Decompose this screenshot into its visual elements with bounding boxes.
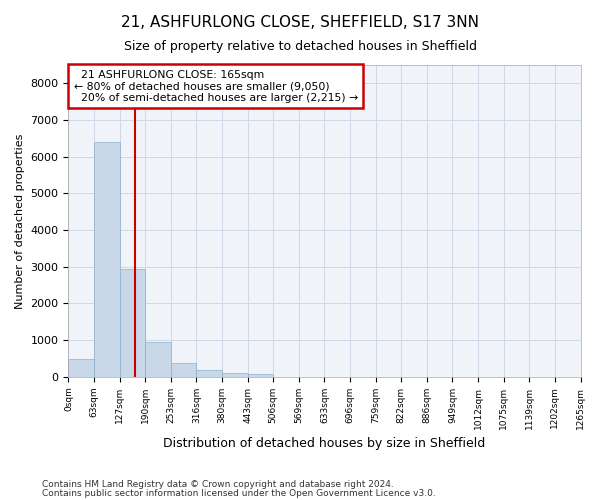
Bar	[196, 370, 222, 377]
Text: 21, ASHFURLONG CLOSE, SHEFFIELD, S17 3NN: 21, ASHFURLONG CLOSE, SHEFFIELD, S17 3NN	[121, 15, 479, 30]
Bar	[94, 142, 119, 377]
Bar	[171, 362, 196, 377]
Bar	[222, 373, 248, 377]
Bar	[68, 359, 94, 377]
Text: Contains public sector information licensed under the Open Government Licence v3: Contains public sector information licen…	[42, 488, 436, 498]
Text: 21 ASHFURLONG CLOSE: 165sqm
← 80% of detached houses are smaller (9,050)
  20% o: 21 ASHFURLONG CLOSE: 165sqm ← 80% of det…	[74, 70, 358, 103]
Bar	[145, 342, 171, 377]
Bar	[248, 374, 273, 377]
Text: Contains HM Land Registry data © Crown copyright and database right 2024.: Contains HM Land Registry data © Crown c…	[42, 480, 394, 489]
Bar	[119, 268, 145, 377]
Y-axis label: Number of detached properties: Number of detached properties	[15, 133, 25, 308]
Text: Size of property relative to detached houses in Sheffield: Size of property relative to detached ho…	[124, 40, 476, 53]
X-axis label: Distribution of detached houses by size in Sheffield: Distribution of detached houses by size …	[163, 437, 485, 450]
